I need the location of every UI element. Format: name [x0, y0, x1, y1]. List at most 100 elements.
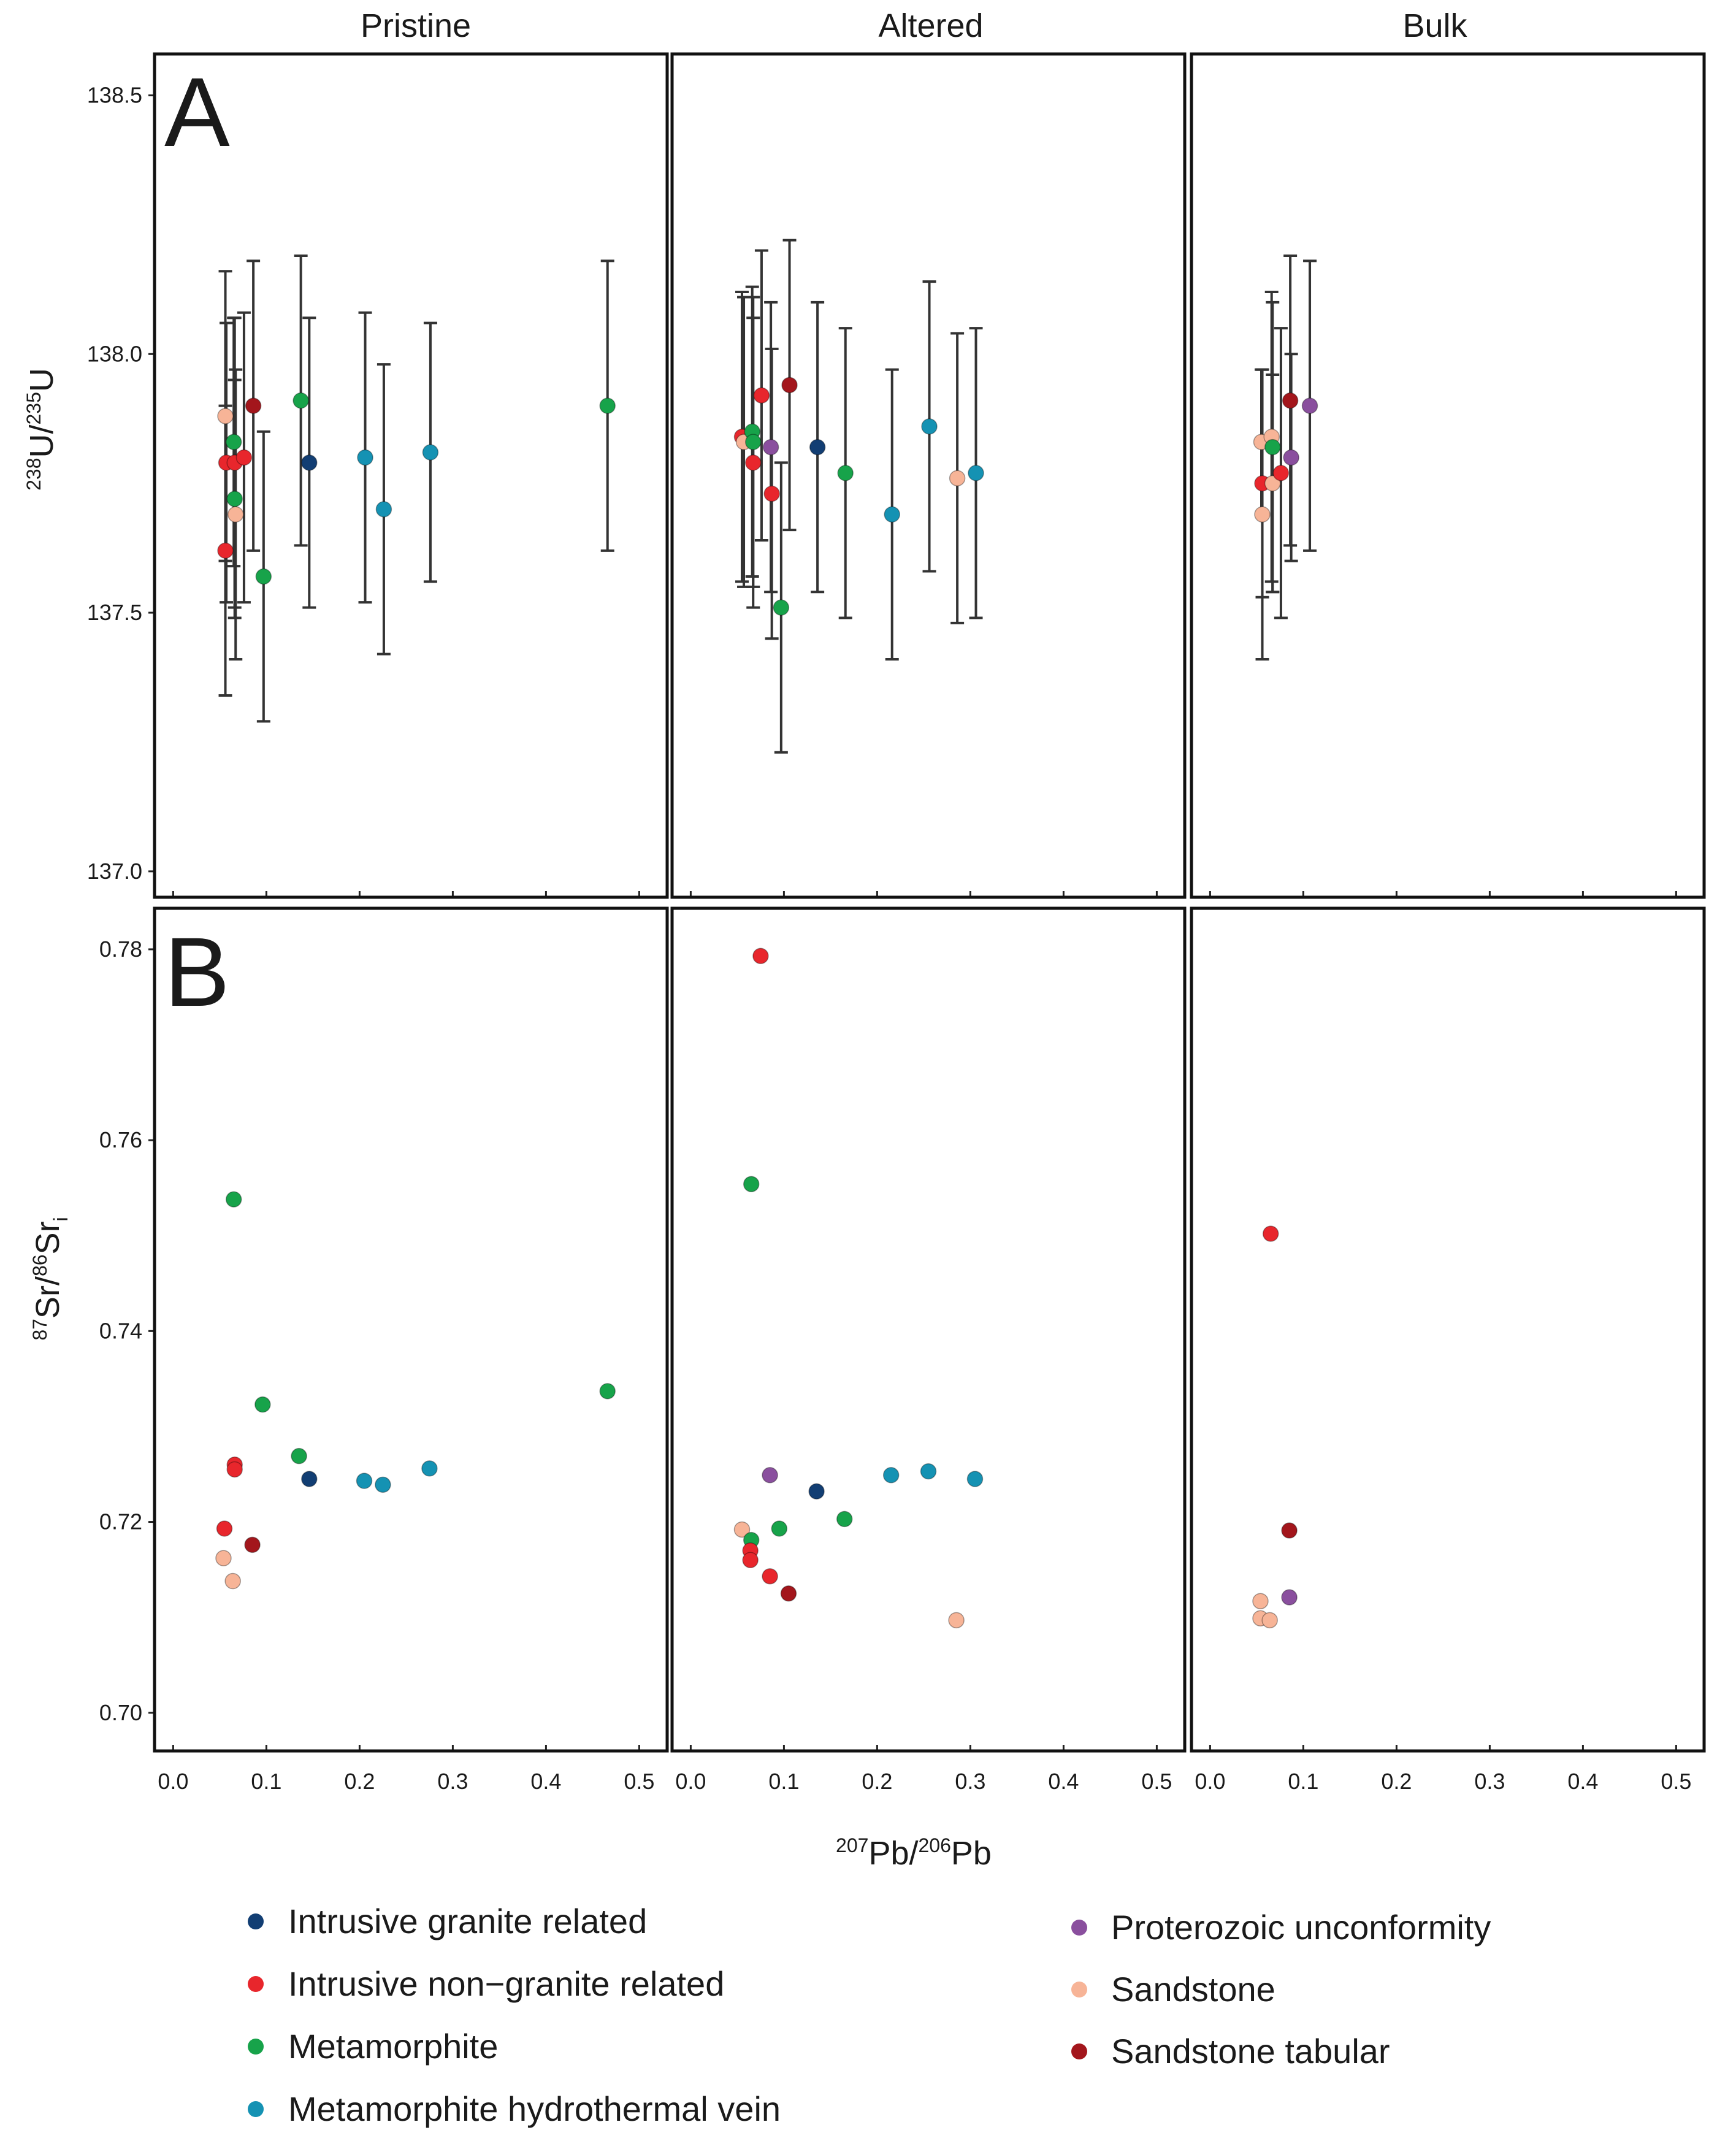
y-tick-label: 0.70 — [99, 1700, 142, 1725]
data-point-metamorphite — [599, 1383, 616, 1400]
data-point-metamorphite-hydrothermal-vein — [421, 1460, 438, 1477]
y-label-b-sup2: 86 — [29, 1254, 51, 1276]
y-axis-label-b: 87Sr/86Sri — [29, 1217, 72, 1340]
panel-a-pristine: 137.0 137.5 138.0 138.5 — [87, 52, 669, 899]
y-label-b-base1: Sr/ — [29, 1276, 66, 1319]
panel-b-altered: 0.0 0.1 0.2 0.3 0.4 0.5 — [670, 906, 1187, 1794]
data-point-metamorphite — [225, 1191, 242, 1208]
x-label-sup2: 206 — [919, 1834, 951, 1856]
data-point-metamorphite — [771, 1520, 788, 1537]
data-point-proterozoic-unconformity — [1281, 1589, 1298, 1606]
data-point-metamorphite-hydrothermal-vein — [357, 449, 373, 466]
x-tick-label: 0.1 — [768, 1769, 799, 1794]
data-point-metamorphite-hydrothermal-vein — [375, 1476, 391, 1493]
x-tick-label: 0.4 — [530, 1769, 561, 1794]
data-point-metamorphite — [291, 1447, 307, 1465]
data-point-sandstone-tabular — [244, 1536, 261, 1553]
legend-marker-intrusive-granite — [248, 1913, 264, 1929]
y-label-a-base1: U/ — [23, 425, 60, 458]
y-axis-label-a: 238U/235U — [23, 368, 60, 491]
panel-frame — [670, 52, 1187, 899]
data-point-sandstone — [215, 1550, 232, 1566]
data-point-intrusive-non-granite-related — [217, 542, 234, 559]
column-title-bulk: Bulk — [1402, 7, 1467, 44]
data-point-sandstone — [1264, 475, 1281, 492]
data-point-sandstone-tabular — [245, 397, 262, 414]
data-point-metamorphite-hydrothermal-vein — [356, 1473, 373, 1489]
data-point-intrusive-non-granite-related — [753, 387, 770, 404]
data-point-intrusive-non-granite-related — [226, 1461, 243, 1478]
x-tick-label: 0.2 — [862, 1769, 892, 1794]
data-point-sandstone-tabular — [781, 377, 798, 394]
x-tick-label: 0.5 — [624, 1769, 654, 1794]
x-tick-label: 0.0 — [158, 1769, 188, 1794]
y-label-a-sup1: 238 — [23, 458, 45, 491]
y-label-b-sub: i — [50, 1217, 72, 1221]
x-tick-label: 0.2 — [344, 1769, 375, 1794]
x-tick-label: 0.5 — [1141, 1769, 1172, 1794]
data-point-sandstone — [217, 408, 234, 424]
x-tick-label: 0.0 — [1195, 1769, 1225, 1794]
data-point-proterozoic-unconformity — [762, 439, 779, 456]
data-point-metamorphite — [773, 599, 790, 616]
y-tick-label: 0.74 — [99, 1318, 142, 1343]
data-point-proterozoic-unconformity — [762, 1467, 778, 1484]
data-point-metamorphite — [293, 392, 309, 409]
data-point-sandstone — [1254, 506, 1271, 523]
data-point-intrusive-non-granite-related — [752, 948, 769, 965]
data-point-intrusive-non-granite-related — [1262, 1225, 1279, 1242]
panel-letter-a: A — [164, 57, 230, 167]
legend-marker-sandstone-tabular — [1071, 2043, 1087, 2059]
y-tick-label: 137.5 — [87, 600, 142, 625]
data-point-intrusive-non-granite-related — [235, 449, 253, 466]
data-point-metamorphite-hydrothermal-vein — [422, 444, 439, 461]
data-point-metamorphite-hydrothermal-vein — [968, 465, 984, 481]
y-tick-label: 138.5 — [87, 82, 142, 107]
x-tick-label: 0.0 — [675, 1769, 706, 1794]
legend-label-sandstone: Sandstone — [1111, 1970, 1275, 2009]
y-label-a-base2: U — [23, 368, 60, 392]
data-point-intrusive-non-granite-related — [762, 1568, 778, 1585]
data-point-sandstone — [733, 1521, 751, 1538]
legend-label-metamorphite-vein: Metamorphite hydrothermal vein — [288, 2089, 781, 2128]
data-point-metamorphite-hydrothermal-vein — [375, 501, 392, 518]
data-point-sandstone — [224, 1572, 241, 1590]
legend-marker-intrusive-non-granite — [248, 1976, 264, 1992]
data-point-sandstone — [949, 470, 966, 486]
data-point-sandstone-tabular — [1281, 1522, 1298, 1539]
x-axis-label: 207Pb/206Pb — [836, 1834, 992, 1872]
x-tick-label: 0.3 — [1474, 1769, 1505, 1794]
data-point-metamorphite-hydrothermal-vein — [884, 506, 900, 523]
legend-marker-metamorphite — [248, 2039, 264, 2055]
x-tick-label: 0.2 — [1381, 1769, 1412, 1794]
panel-a-bulk — [1190, 52, 1706, 899]
x-tick-label: 0.4 — [1048, 1769, 1079, 1794]
panel-a-altered — [670, 52, 1187, 899]
x-tick-label: 0.1 — [1288, 1769, 1318, 1794]
y-tick-label: 0.72 — [99, 1509, 142, 1534]
x-tick-label: 0.3 — [955, 1769, 985, 1794]
data-point-metamorphite-hydrothermal-vein — [882, 1467, 900, 1484]
legend-marker-sandstone — [1071, 1982, 1087, 1997]
data-point-metamorphite — [836, 1511, 853, 1528]
data-point-metamorphite-hydrothermal-vein — [921, 418, 938, 435]
data-point-metamorphite — [744, 434, 762, 450]
data-point-proterozoic-unconformity — [1283, 449, 1299, 466]
panel-frame — [153, 906, 669, 1753]
x-label-base1: Pb/ — [868, 1835, 918, 1872]
legend-label-proterozoic: Proterozoic unconformity — [1111, 1908, 1491, 1947]
data-point-metamorphite — [743, 1176, 760, 1192]
data-point-metamorphite — [1264, 439, 1281, 456]
legend-label-intrusive-non-granite: Intrusive non−granite related — [288, 1964, 724, 2003]
data-point-metamorphite — [225, 434, 242, 450]
x-label-base2: Pb — [951, 1835, 992, 1872]
data-point-intrusive-granite-related — [301, 454, 318, 471]
panel-frame — [1190, 52, 1706, 899]
panel-frame — [670, 906, 1187, 1753]
x-tick-label: 0.5 — [1661, 1769, 1691, 1794]
data-point-intrusive-non-granite-related — [763, 485, 780, 502]
panel-letter-b: B — [164, 917, 230, 1027]
x-tick-label: 0.1 — [251, 1769, 281, 1794]
